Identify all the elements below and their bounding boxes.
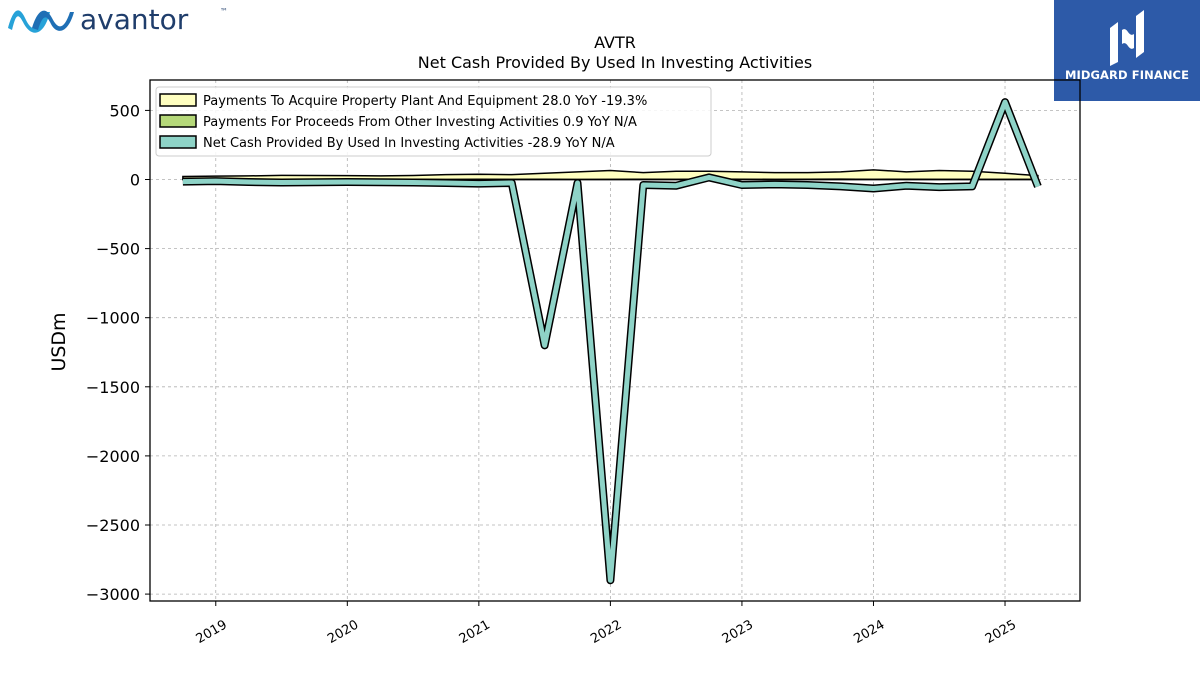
legend-label-3: Net Cash Provided By Used In Investing A… <box>203 136 615 151</box>
avantor-trademark: ™ <box>220 7 228 16</box>
avantor-logo-text: avantor <box>80 3 189 36</box>
midgard-emblem-icon <box>1110 10 1144 66</box>
x-tick-label: 2023 <box>720 617 756 647</box>
line-series <box>182 98 1042 585</box>
avantor-swoosh-icon <box>8 10 50 33</box>
x-tick-label: 2020 <box>325 617 361 647</box>
x-tick-label: 2022 <box>588 617 624 647</box>
chart-title: AVTR <box>594 33 636 52</box>
midgard-finance-logo: MIDGARD FINANCE <box>1054 0 1200 101</box>
legend-swatch-1 <box>159 93 197 107</box>
x-tick-label: 2024 <box>851 617 887 647</box>
legend-label-2: Payments For Proceeds From Other Investi… <box>203 115 637 130</box>
y-tick-label: −1500 <box>86 378 140 397</box>
area-series-1 <box>182 169 1039 181</box>
avantor-logo: avantor ™ <box>4 2 234 38</box>
avantor-logo-mark: avantor ™ <box>8 3 228 36</box>
x-tick-label: 2021 <box>457 617 493 647</box>
legend: Payments To Acquire Property Plant And E… <box>155 86 712 157</box>
legend-swatch-3 <box>159 135 197 149</box>
y-tick-label: −2000 <box>86 447 140 466</box>
legend-box <box>155 86 712 157</box>
area-series <box>182 169 1039 181</box>
chart-subtitle: Net Cash Provided By Used In Investing A… <box>418 53 812 72</box>
x-tick-label: 2025 <box>983 617 1019 647</box>
net-cash-line <box>182 99 1041 583</box>
y-tick-label: −500 <box>96 240 140 259</box>
y-tick-label: 500 <box>109 101 140 120</box>
plot-frame <box>149 79 1081 602</box>
y-tick-label: −3000 <box>86 585 140 604</box>
x-tick-label: 2019 <box>194 617 230 647</box>
y-tick-label: −2500 <box>86 516 140 535</box>
legend-swatch-2 <box>159 114 197 128</box>
y-axis-label: USDm <box>48 312 70 371</box>
y-tick-label: −1000 <box>86 309 140 328</box>
y-tick-label: 0 <box>130 171 140 190</box>
legend-label-1: Payments To Acquire Property Plant And E… <box>203 94 647 109</box>
avantor-swoosh-accent-icon <box>32 10 74 31</box>
midgard-finance-text: MIDGARD FINANCE <box>1064 68 1190 82</box>
